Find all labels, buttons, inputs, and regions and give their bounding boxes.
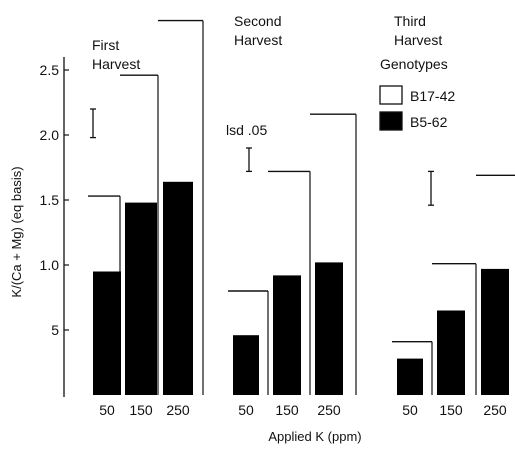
x-tick-label: 150	[129, 402, 153, 418]
x-tick-label: 50	[238, 402, 254, 418]
x-tick-label: 250	[483, 402, 507, 418]
bar-b5-62	[233, 335, 259, 395]
bar-b5-62	[437, 310, 465, 395]
bar-b5-62	[397, 358, 423, 395]
bar-b5-62	[163, 181, 193, 395]
y-tick-label: 2.0	[40, 127, 60, 143]
bars: 50 150 250 50 150 250 50 150 250	[88, 19, 515, 418]
y-tick-label: 1.5	[40, 192, 60, 208]
group-label-line1: First	[92, 37, 119, 53]
x-tick-label: 50	[99, 402, 115, 418]
x-tick-label: 150	[439, 402, 463, 418]
x-axis-title: Applied K (ppm)	[268, 429, 361, 444]
x-tick-label: 150	[275, 402, 299, 418]
x-tick-label: 250	[166, 402, 190, 418]
group-label-line1: Second	[234, 13, 281, 29]
group-label-line2: Harvest	[234, 32, 282, 48]
annotations: First Harvest Second Harvest Third Harvest lsd…	[90, 13, 442, 206]
legend-entry-label: B17-42	[410, 88, 455, 104]
bar-b5-62	[93, 271, 121, 395]
x-tick-label: 50	[402, 402, 418, 418]
group-label-line2: Harvest	[92, 56, 140, 72]
bar-b5-62	[315, 262, 343, 395]
group-label-line1: Third	[394, 13, 426, 29]
y-tick-label: 2.5	[40, 62, 60, 78]
x-tick-label: 250	[317, 402, 341, 418]
lsd-label: lsd .05	[226, 122, 267, 138]
group-label-line2: Harvest	[394, 32, 442, 48]
bar-b5-62	[481, 268, 509, 395]
bar-b5-62	[273, 275, 301, 395]
legend-swatch	[379, 85, 403, 105]
bar-b5-62	[125, 202, 157, 395]
y-tick-label: 1.0	[40, 257, 60, 273]
legend-entry-label: B5-62	[410, 114, 448, 130]
legend-title: Genotypes	[380, 56, 448, 72]
y-axis-title: K/(Ca + Mg) (eq basis)	[9, 166, 24, 297]
y-tick-label: 5	[51, 322, 59, 338]
legend: Genotypes B17-42 B5-62	[379, 56, 455, 131]
axes: 5 1.0 1.5 2.0 2.5	[40, 57, 69, 397]
legend-swatch	[379, 111, 403, 131]
